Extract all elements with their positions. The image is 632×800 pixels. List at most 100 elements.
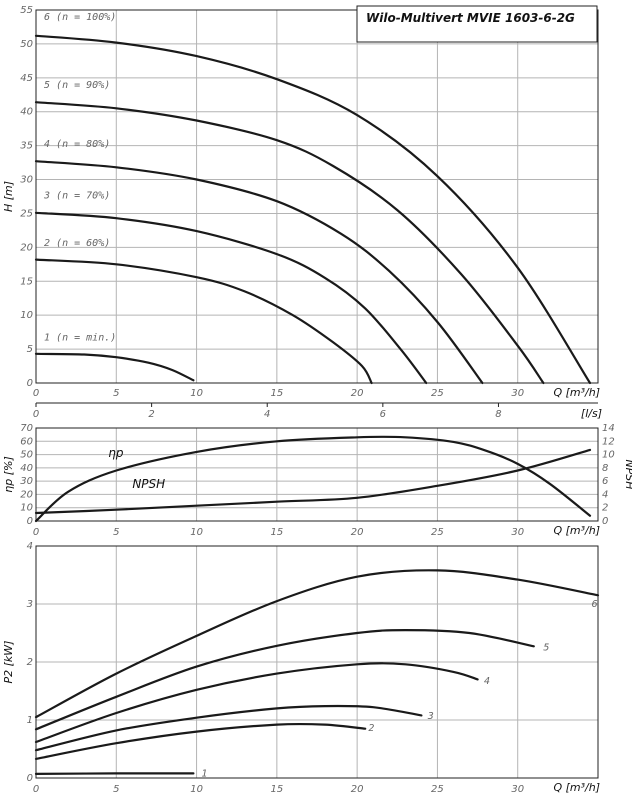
series-line-power-2 <box>34 629 535 731</box>
x-tick-label: 0 <box>33 784 39 795</box>
series-line-head-4 <box>34 211 428 385</box>
secondary-x-tick-label: 6 <box>380 409 386 420</box>
series-label-power-3: 4 <box>484 676 490 687</box>
y-tick-label: 70 <box>20 423 33 434</box>
x-tick-label: 5 <box>113 388 119 399</box>
y-tick-label: 20 <box>20 242 33 253</box>
secondary-x-tick-label: 4 <box>264 409 270 420</box>
y-tick-label: 40 <box>20 107 33 118</box>
x-tick-label: 15 <box>270 388 283 399</box>
y-tick-label: 20 <box>20 489 33 500</box>
y-tick-label: 55 <box>20 5 33 16</box>
x-tick-label: 30 <box>511 784 524 795</box>
y-tick-label: 0 <box>27 378 33 389</box>
series-label-head-6: 1 (n = min.) <box>44 332 116 343</box>
x-tick-label: 15 <box>270 527 283 538</box>
y-axis-label: P2 [kW] <box>2 641 15 684</box>
series-label-head-3: 4 (n = 80%) <box>44 139 110 150</box>
title-block: Wilo-Multivert MVIE 1603-6-2G <box>356 5 598 43</box>
series-line-head-2 <box>34 101 545 385</box>
series-line-head-5 <box>34 258 373 385</box>
x-axis-label: Q [m³/h] <box>553 781 600 794</box>
chart-title: Wilo-Multivert MVIE 1603-6-2G <box>366 11 575 25</box>
y2-tick-label: 0 <box>602 516 608 527</box>
x-tick-label: 30 <box>511 527 524 538</box>
x-axis-label: Q [m³/h] <box>553 386 600 399</box>
y-tick-label: 10 <box>20 503 33 514</box>
y-tick-label: 35 <box>20 141 33 152</box>
x-tick-label: 10 <box>190 784 203 795</box>
series-label-power-6: 1 <box>201 768 207 779</box>
x-tick-label: 20 <box>351 388 364 399</box>
secondary-x-tick-label: 2 <box>148 409 154 420</box>
y-tick-label: 30 <box>20 476 33 487</box>
secondary-x-tick-label: 8 <box>495 409 501 420</box>
x-tick-label: 5 <box>113 784 119 795</box>
y-tick-label: 0 <box>27 516 33 527</box>
series-line-power-4 <box>34 704 423 752</box>
series-line-head-3 <box>34 160 484 385</box>
x-tick-label: 10 <box>190 527 203 538</box>
series-label-power-5: 2 <box>368 723 374 734</box>
series-line-power-6 <box>34 772 195 775</box>
x-tick-label: 5 <box>113 527 119 538</box>
y-tick-label: 50 <box>20 39 33 50</box>
series-label-efficiency-1: ηp <box>108 446 124 460</box>
y2-tick-label: 14 <box>602 423 615 434</box>
y-tick-label: 0 <box>27 773 33 784</box>
y-tick-label: 10 <box>20 310 33 321</box>
series-label-head-4: 3 (n = 70%) <box>43 191 110 202</box>
secondary-x-axis-label: [l/s] <box>581 407 602 420</box>
x-tick-label: 30 <box>511 388 524 399</box>
plot-frame <box>35 427 599 522</box>
x-tick-label: 25 <box>431 784 444 795</box>
series-line-power-5 <box>34 722 367 760</box>
y-tick-label: 2 <box>27 657 33 668</box>
plot-frame <box>35 545 599 779</box>
y2-tick-label: 10 <box>602 450 615 461</box>
series-label-efficiency-2: NPSH <box>132 477 165 491</box>
y-axis-label: H [m] <box>2 181 15 212</box>
y-tick-label: 25 <box>20 208 33 219</box>
y2-tick-label: 4 <box>602 489 608 500</box>
efficiency-panel: 0 5 10 15 20 25 30 0 10 20 30 40 50 60 70 0 2 4 6 8 10 12 14 NP… <box>2 423 632 538</box>
series-line-efficiency-2 <box>34 448 592 515</box>
series-line-efficiency-1 <box>34 435 592 523</box>
y2-axis-label: NPSH <box>623 459 632 489</box>
y-tick-label: 15 <box>20 276 33 287</box>
series-label-head-5: 2 (n = 60%) <box>44 238 110 249</box>
y2-tick-label: 8 <box>602 463 608 474</box>
x-tick-label: 10 <box>190 388 203 399</box>
x-axis-label: Q [m³/h] <box>553 524 600 537</box>
x-tick-label: 20 <box>351 784 364 795</box>
series-line-head-1 <box>34 34 592 385</box>
secondary-x-tick-label: 0 <box>33 409 39 420</box>
title-box <box>356 5 598 43</box>
series-line-power-3 <box>34 662 479 744</box>
y-tick-label: 40 <box>20 463 33 474</box>
y2-tick-label: 2 <box>602 503 608 514</box>
plot-frame <box>35 9 599 384</box>
y-tick-label: 4 <box>27 541 33 552</box>
series-label-power-4: 3 <box>427 711 434 722</box>
series-line-power-1 <box>34 569 600 719</box>
series-label-head-1: 6 (n = 100%) <box>44 12 116 23</box>
y-tick-label: 60 <box>20 436 33 447</box>
y-tick-label: 3 <box>27 599 33 610</box>
y-tick-label: 30 <box>20 175 33 186</box>
series-label-power-1: 6 <box>592 599 598 610</box>
y-tick-label: 1 <box>27 715 33 726</box>
x-tick-label: 15 <box>270 784 283 795</box>
series-label-power-2: 5 <box>543 642 549 653</box>
series-label-head-2: 5 (n = 90%) <box>44 80 110 91</box>
y-axis-label: ηp [%] <box>2 456 15 493</box>
y-tick-label: 50 <box>20 450 33 461</box>
x-tick-label: 0 <box>33 527 39 538</box>
y2-tick-label: 6 <box>602 476 608 487</box>
x-tick-label: 20 <box>351 527 364 538</box>
y2-tick-label: 12 <box>602 436 615 447</box>
series-line-head-6 <box>34 352 195 382</box>
x-tick-label: 25 <box>431 527 444 538</box>
